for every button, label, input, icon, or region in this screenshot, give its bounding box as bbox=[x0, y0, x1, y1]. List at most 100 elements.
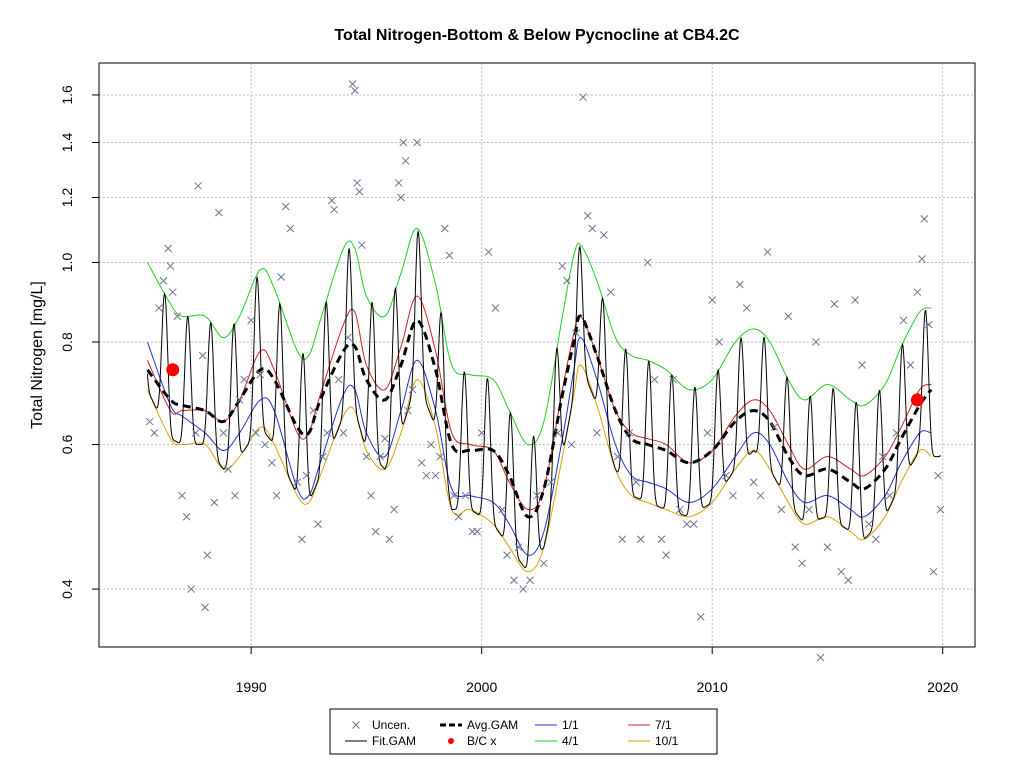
uncen-point bbox=[830, 300, 839, 308]
uncen-point bbox=[362, 452, 371, 461]
uncen-point bbox=[261, 440, 269, 449]
uncen-point bbox=[558, 262, 567, 270]
uncen-point bbox=[715, 338, 723, 346]
series-1-1-line bbox=[146, 337, 932, 556]
uncen-point bbox=[913, 288, 922, 297]
uncen-point bbox=[159, 276, 168, 285]
uncen-point bbox=[168, 288, 177, 297]
uncen-point bbox=[334, 375, 343, 384]
uncen-point bbox=[194, 181, 202, 190]
uncen-point bbox=[150, 429, 159, 437]
y-axis-label: Total Nitrogen [mg/L] bbox=[29, 281, 46, 429]
bc-point bbox=[910, 393, 924, 407]
uncen-point bbox=[256, 370, 265, 379]
uncen-point bbox=[178, 491, 186, 500]
uncen-point bbox=[844, 576, 853, 585]
uncen-point bbox=[318, 452, 327, 461]
uncen-point bbox=[327, 196, 336, 205]
uncen-point bbox=[593, 429, 601, 437]
uncen-point bbox=[399, 138, 408, 147]
uncen-point bbox=[277, 273, 285, 281]
uncen-point bbox=[498, 505, 507, 514]
uncen-point bbox=[892, 429, 901, 437]
uncen-point bbox=[309, 406, 318, 415]
uncen-point bbox=[784, 312, 793, 321]
y-tick-label: 1.4 bbox=[59, 133, 75, 153]
legend-item: Uncen. bbox=[352, 718, 410, 732]
uncen-point bbox=[553, 429, 562, 437]
x-tick-label: 1990 bbox=[236, 679, 267, 695]
uncen-point bbox=[298, 535, 306, 544]
uncen-point bbox=[763, 248, 772, 256]
uncen-point bbox=[689, 520, 698, 528]
uncen-point bbox=[625, 429, 634, 437]
uncen-point bbox=[353, 179, 362, 187]
uncen-point bbox=[851, 296, 859, 304]
uncen-point bbox=[632, 478, 640, 486]
uncen-point bbox=[215, 208, 223, 217]
uncen-point bbox=[394, 179, 403, 187]
uncen-point bbox=[816, 653, 825, 662]
uncen-point bbox=[404, 406, 412, 415]
uncen-point bbox=[155, 304, 163, 312]
uncen-point bbox=[390, 505, 398, 514]
chart-title: Total Nitrogen-Bottom & Below Pycnocline… bbox=[334, 27, 740, 44]
uncen-point bbox=[293, 478, 302, 486]
bc-points-layer bbox=[166, 363, 924, 407]
uncen-point bbox=[145, 417, 154, 426]
uncen-point bbox=[330, 205, 338, 214]
uncen-point bbox=[380, 434, 389, 443]
uncen-point bbox=[613, 452, 622, 461]
uncen-point bbox=[491, 304, 500, 312]
uncen-point bbox=[736, 280, 744, 289]
uncen-point bbox=[805, 505, 813, 514]
uncen-point bbox=[484, 248, 493, 256]
uncen-point bbox=[599, 231, 608, 239]
uncen-point bbox=[885, 491, 894, 500]
uncen-point bbox=[572, 329, 581, 338]
legend-item: 4/1 bbox=[535, 734, 579, 748]
y-tick-label: 0.8 bbox=[59, 332, 75, 352]
uncen-point bbox=[413, 138, 421, 147]
uncen-point bbox=[918, 255, 926, 263]
series-1-1-layer bbox=[146, 337, 932, 556]
uncen-point bbox=[344, 333, 352, 342]
uncen-point bbox=[427, 440, 435, 449]
uncen-point bbox=[461, 491, 470, 500]
uncen-point bbox=[440, 224, 449, 233]
uncen-point bbox=[166, 262, 175, 270]
uncen-point bbox=[906, 361, 915, 369]
uncen-point bbox=[837, 567, 846, 576]
uncen-point bbox=[371, 527, 380, 536]
uncen-point bbox=[540, 559, 548, 568]
avg-gam-line bbox=[146, 314, 933, 519]
uncen-point bbox=[286, 224, 295, 233]
uncen-point bbox=[519, 585, 528, 593]
fit-gam-line bbox=[146, 229, 941, 568]
uncen-point bbox=[929, 567, 938, 576]
uncen-point bbox=[858, 361, 866, 369]
uncen-point bbox=[203, 551, 212, 559]
uncen-point bbox=[936, 505, 945, 514]
uncen-point bbox=[219, 429, 228, 437]
fit-gam-layer bbox=[146, 229, 941, 568]
uncen-point bbox=[351, 86, 359, 95]
legend-box bbox=[329, 708, 718, 755]
uncen-point bbox=[182, 512, 191, 521]
uncen-point bbox=[791, 543, 800, 551]
y-tick-label: 0.4 bbox=[59, 579, 75, 599]
y-tick-label: 1.6 bbox=[59, 85, 75, 105]
uncen-point bbox=[934, 471, 942, 480]
uncen-point bbox=[657, 535, 666, 544]
uncen-point bbox=[662, 551, 670, 559]
uncen-point bbox=[436, 452, 445, 461]
uncen-point bbox=[812, 338, 820, 346]
legend-label: 1/1 bbox=[562, 718, 579, 732]
uncen-point bbox=[526, 576, 534, 585]
legend: Uncen. Avg.GAM 1/1 7/1 Fit.GAM B/C x 4/1 10/1 bbox=[329, 708, 718, 755]
uncen-point bbox=[878, 452, 887, 461]
uncen-point bbox=[823, 543, 832, 551]
legend-item: 10/1 bbox=[628, 734, 679, 748]
legend-swatch bbox=[448, 738, 454, 744]
uncen-point bbox=[477, 429, 486, 437]
